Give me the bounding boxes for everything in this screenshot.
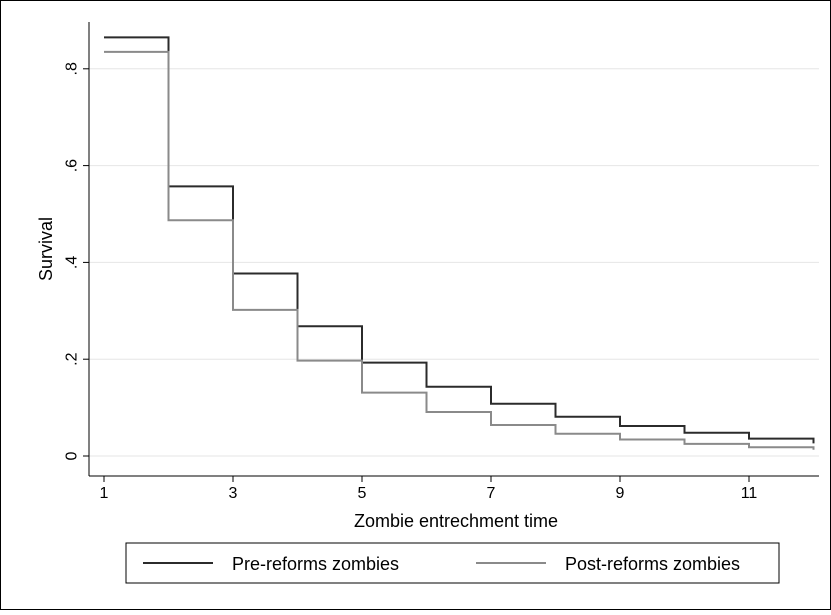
legend-label-pre-reforms: Pre-reforms zombies [232, 554, 399, 574]
legend-box [125, 542, 780, 584]
y-tick-label-4: .8 [64, 62, 81, 75]
y-axis-label: Survival [36, 217, 56, 281]
y-tick-label-2: .4 [64, 256, 81, 269]
axes [88, 22, 819, 477]
y-tick-label-0: 0 [64, 451, 81, 460]
legend: Pre-reforms zombies Post-reforms zombies [125, 542, 780, 584]
x-tick-label-3: 7 [487, 485, 496, 502]
x-tick-label-1: 3 [229, 485, 238, 502]
series-lines [104, 36, 815, 450]
x-tick-label-2: 5 [358, 485, 367, 502]
x-ticks: 1 3 5 7 9 11 [100, 476, 758, 502]
x-axis-label: Zombie entrechment time [354, 511, 558, 531]
x-tick-label-4: 9 [616, 485, 625, 502]
series-line-post-reforms [104, 50, 815, 450]
legend-label-post-reforms: Post-reforms zombies [565, 554, 740, 574]
y-ticks: 0 .2 .4 .6 .8 [64, 62, 89, 460]
y-tick-label-3: .6 [64, 159, 81, 172]
x-tick-label-5: 11 [741, 485, 758, 502]
x-tick-label-0: 1 [100, 485, 109, 502]
gridlines [89, 68, 819, 457]
y-tick-label-1: .2 [64, 352, 81, 365]
